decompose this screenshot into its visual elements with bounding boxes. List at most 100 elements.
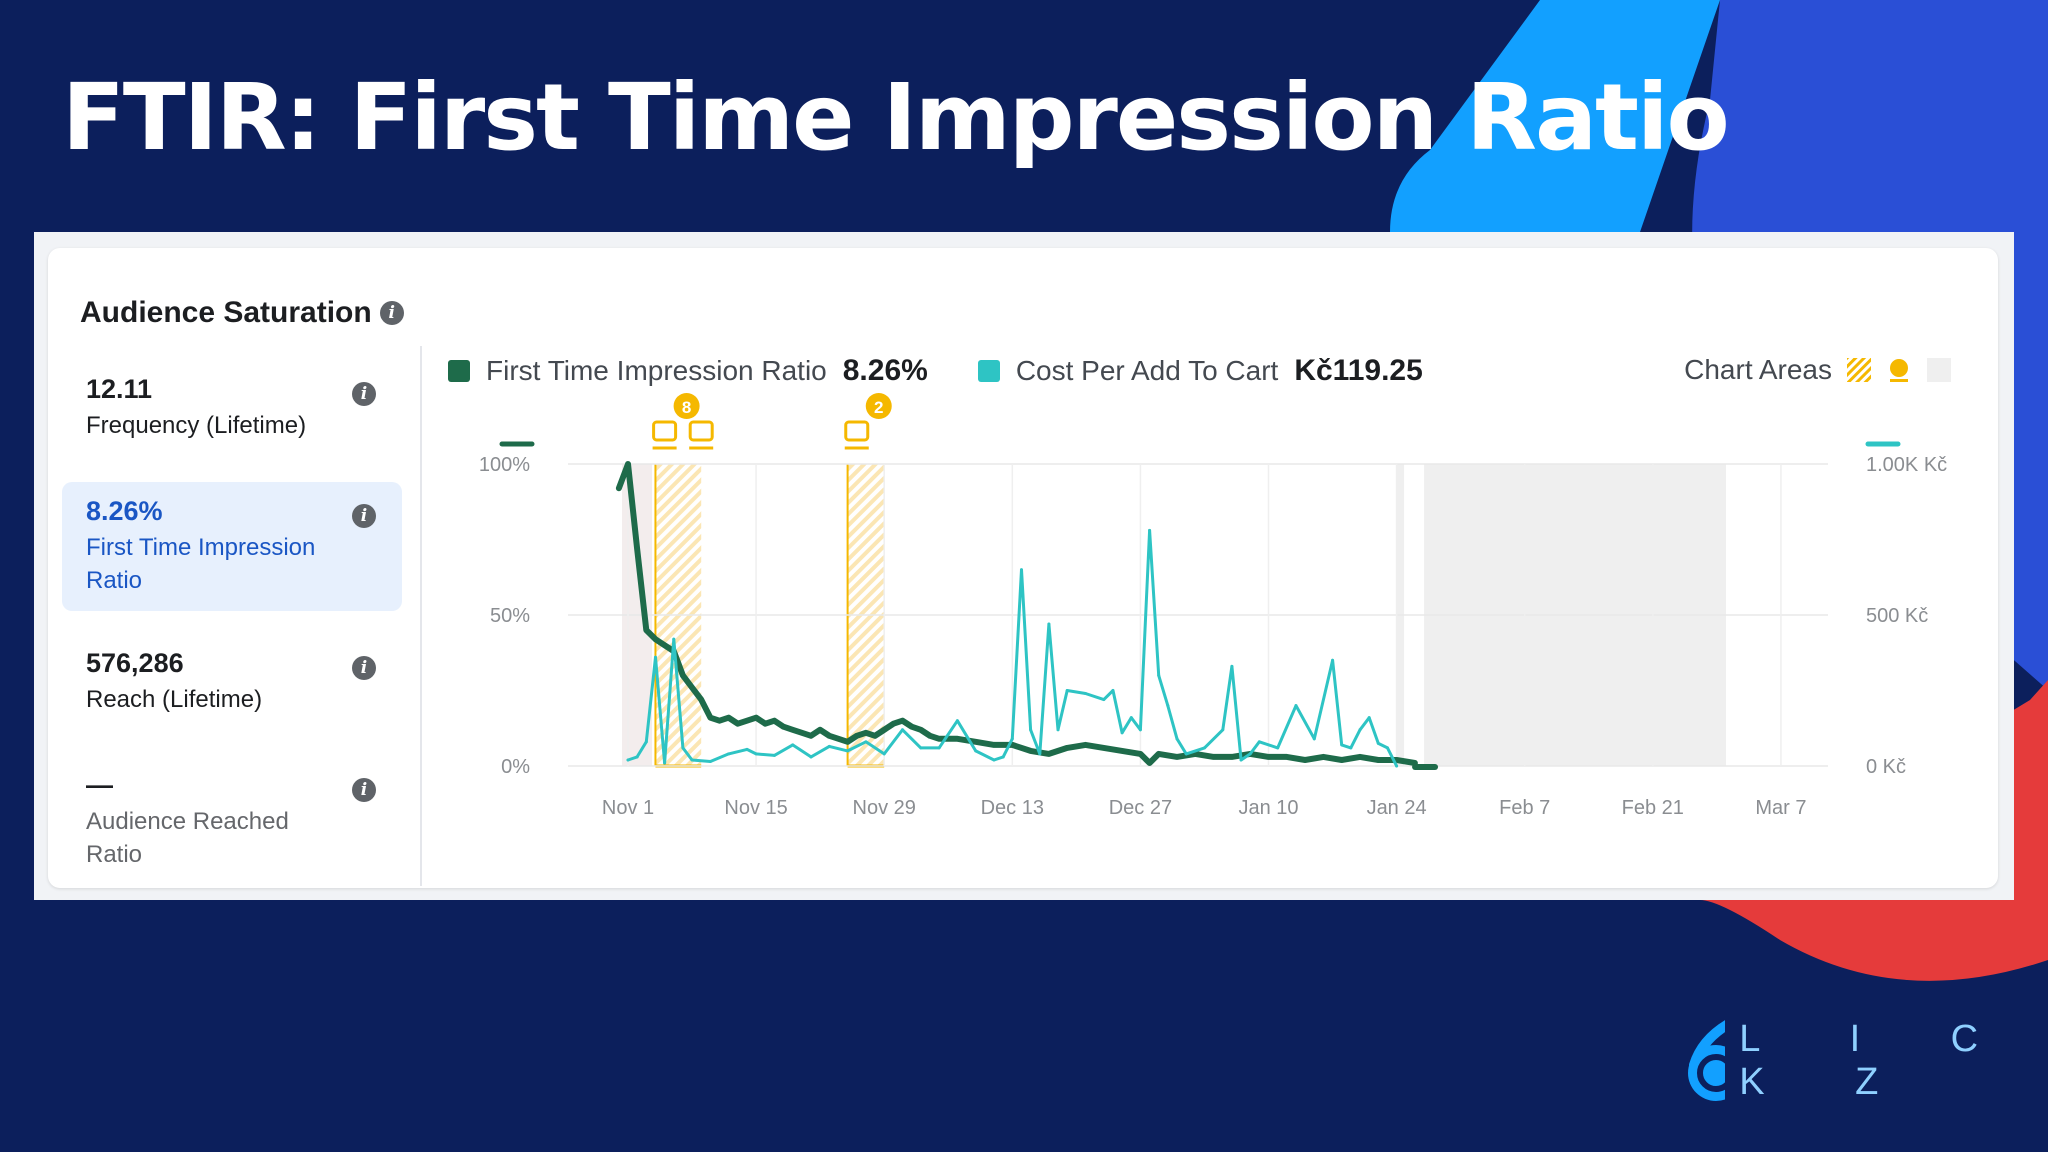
annotation-badge xyxy=(865,393,892,419)
logo-text: L I C K Z xyxy=(1739,1018,2019,1103)
data-point xyxy=(1083,742,1088,748)
data-point xyxy=(1101,745,1107,751)
info-icon[interactable]: i xyxy=(352,504,376,528)
data-point xyxy=(909,724,915,730)
data-point xyxy=(1029,728,1033,732)
data-point xyxy=(717,718,722,724)
card-frame: Audience Saturation i 12.11 Frequency (L… xyxy=(34,232,2014,900)
annotation-badge-count: 8 xyxy=(682,398,691,417)
data-point xyxy=(919,746,923,750)
data-point xyxy=(1367,716,1371,720)
annotation-badge xyxy=(673,393,700,419)
line-chart: 100% 1.00K Kč 50% 500 Kč 0% 0 Kč Nov 1 Nov 15 No… xyxy=(479,393,1947,819)
data-point xyxy=(726,715,732,721)
data-point xyxy=(1157,673,1161,677)
card-title: Audience Saturation i xyxy=(80,296,404,330)
x-tick-label: Dec 13 xyxy=(981,797,1044,819)
data-point xyxy=(1320,754,1326,760)
x-tick-label: Feb 21 xyxy=(1622,797,1684,819)
data-point xyxy=(1257,740,1261,744)
data-point xyxy=(936,736,942,742)
annotation-marker-icon xyxy=(688,420,714,442)
shaded-area-icon[interactable] xyxy=(1926,357,1952,383)
data-point xyxy=(635,755,639,759)
metric-frequency[interactable]: 12.11 Frequency (Lifetime) i xyxy=(62,360,402,456)
data-point xyxy=(690,758,694,762)
metric-label: First Time Impression Ratio xyxy=(86,534,316,594)
metric-first-time-impression-ratio[interactable]: 8.26% First Time Impression Ratio i xyxy=(62,482,402,611)
data-point xyxy=(890,721,896,727)
data-point xyxy=(707,715,713,721)
metric-label: Frequency (Lifetime) xyxy=(86,412,307,439)
data-point xyxy=(1239,758,1243,762)
data-point xyxy=(762,721,768,727)
data-point xyxy=(1395,764,1399,768)
data-point xyxy=(1175,737,1179,741)
audience-saturation-card: Audience Saturation i 12.11 Frequency (L… xyxy=(48,248,1998,888)
data-point xyxy=(826,733,832,739)
info-icon[interactable]: i xyxy=(379,301,404,325)
metric-audience-reached-ratio[interactable]: — Audience Reached Ratio i xyxy=(62,756,402,885)
data-point xyxy=(1111,689,1115,692)
x-tick-label: Dec 27 xyxy=(1109,797,1172,819)
data-point xyxy=(845,739,851,745)
data-point xyxy=(882,752,886,756)
metric-reach[interactable]: 576,286 Reach (Lifetime) i xyxy=(62,634,402,730)
metric-value: 8.26% xyxy=(86,496,163,526)
data-point xyxy=(1312,737,1316,741)
data-point xyxy=(1156,751,1162,757)
data-point xyxy=(1129,716,1133,720)
data-point xyxy=(900,718,905,724)
data-point xyxy=(1184,752,1188,756)
data-point xyxy=(680,672,686,678)
data-point xyxy=(1266,754,1271,760)
annotation-badge-count: 2 xyxy=(874,398,883,417)
data-point xyxy=(954,736,960,742)
x-tick-label: Feb 7 xyxy=(1499,797,1550,819)
data-point xyxy=(817,727,823,733)
marker-icon[interactable] xyxy=(1886,357,1912,383)
info-icon[interactable]: i xyxy=(352,778,376,802)
data-point xyxy=(1056,728,1060,732)
data-point xyxy=(698,697,704,703)
data-point xyxy=(901,728,904,732)
data-point xyxy=(1349,746,1353,750)
data-point xyxy=(672,637,676,641)
data-point xyxy=(708,759,712,763)
legend-name[interactable]: Cost Per Add To Cart xyxy=(1015,355,1279,386)
y-left-tick-label: 50% xyxy=(490,605,530,627)
data-point xyxy=(771,718,777,724)
data-point xyxy=(1064,745,1070,751)
legend-name[interactable]: First Time Impression Ratio xyxy=(486,355,827,386)
x-tick-label: Jan 10 xyxy=(1238,797,1298,819)
data-point xyxy=(735,721,741,727)
data-point xyxy=(1084,692,1087,696)
metrics-sidebar: 12.11 Frequency (Lifetime) i 8.26% First… xyxy=(62,346,422,886)
data-point xyxy=(1138,728,1142,732)
y-right-tick-label: 0 Kč xyxy=(1866,756,1906,778)
data-point xyxy=(827,744,831,748)
data-point xyxy=(644,740,648,744)
data-point xyxy=(745,747,749,751)
data-point xyxy=(754,752,758,756)
data-point xyxy=(1166,704,1170,708)
slide-title: FTIR: First Time Impression Ratio xyxy=(62,64,1730,171)
chart-areas-control[interactable]: Chart Areas xyxy=(1684,354,1952,386)
data-point xyxy=(616,485,622,491)
data-point xyxy=(1147,760,1153,766)
data-point xyxy=(625,461,631,467)
card-title-text: Audience Saturation xyxy=(80,296,372,329)
x-tick-label: Nov 1 xyxy=(602,797,654,819)
data-point xyxy=(864,740,868,744)
data-point xyxy=(835,736,841,742)
data-point xyxy=(846,749,850,753)
data-point xyxy=(1102,698,1106,702)
metric-value: 576,286 xyxy=(86,648,184,678)
data-point xyxy=(727,752,731,756)
info-icon[interactable]: i xyxy=(352,382,376,406)
data-point xyxy=(1010,737,1014,741)
data-point xyxy=(1294,704,1298,708)
legend-value: Kč119.25 xyxy=(1294,354,1423,387)
hatched-area-icon[interactable] xyxy=(1846,357,1872,383)
info-icon[interactable]: i xyxy=(352,656,376,680)
